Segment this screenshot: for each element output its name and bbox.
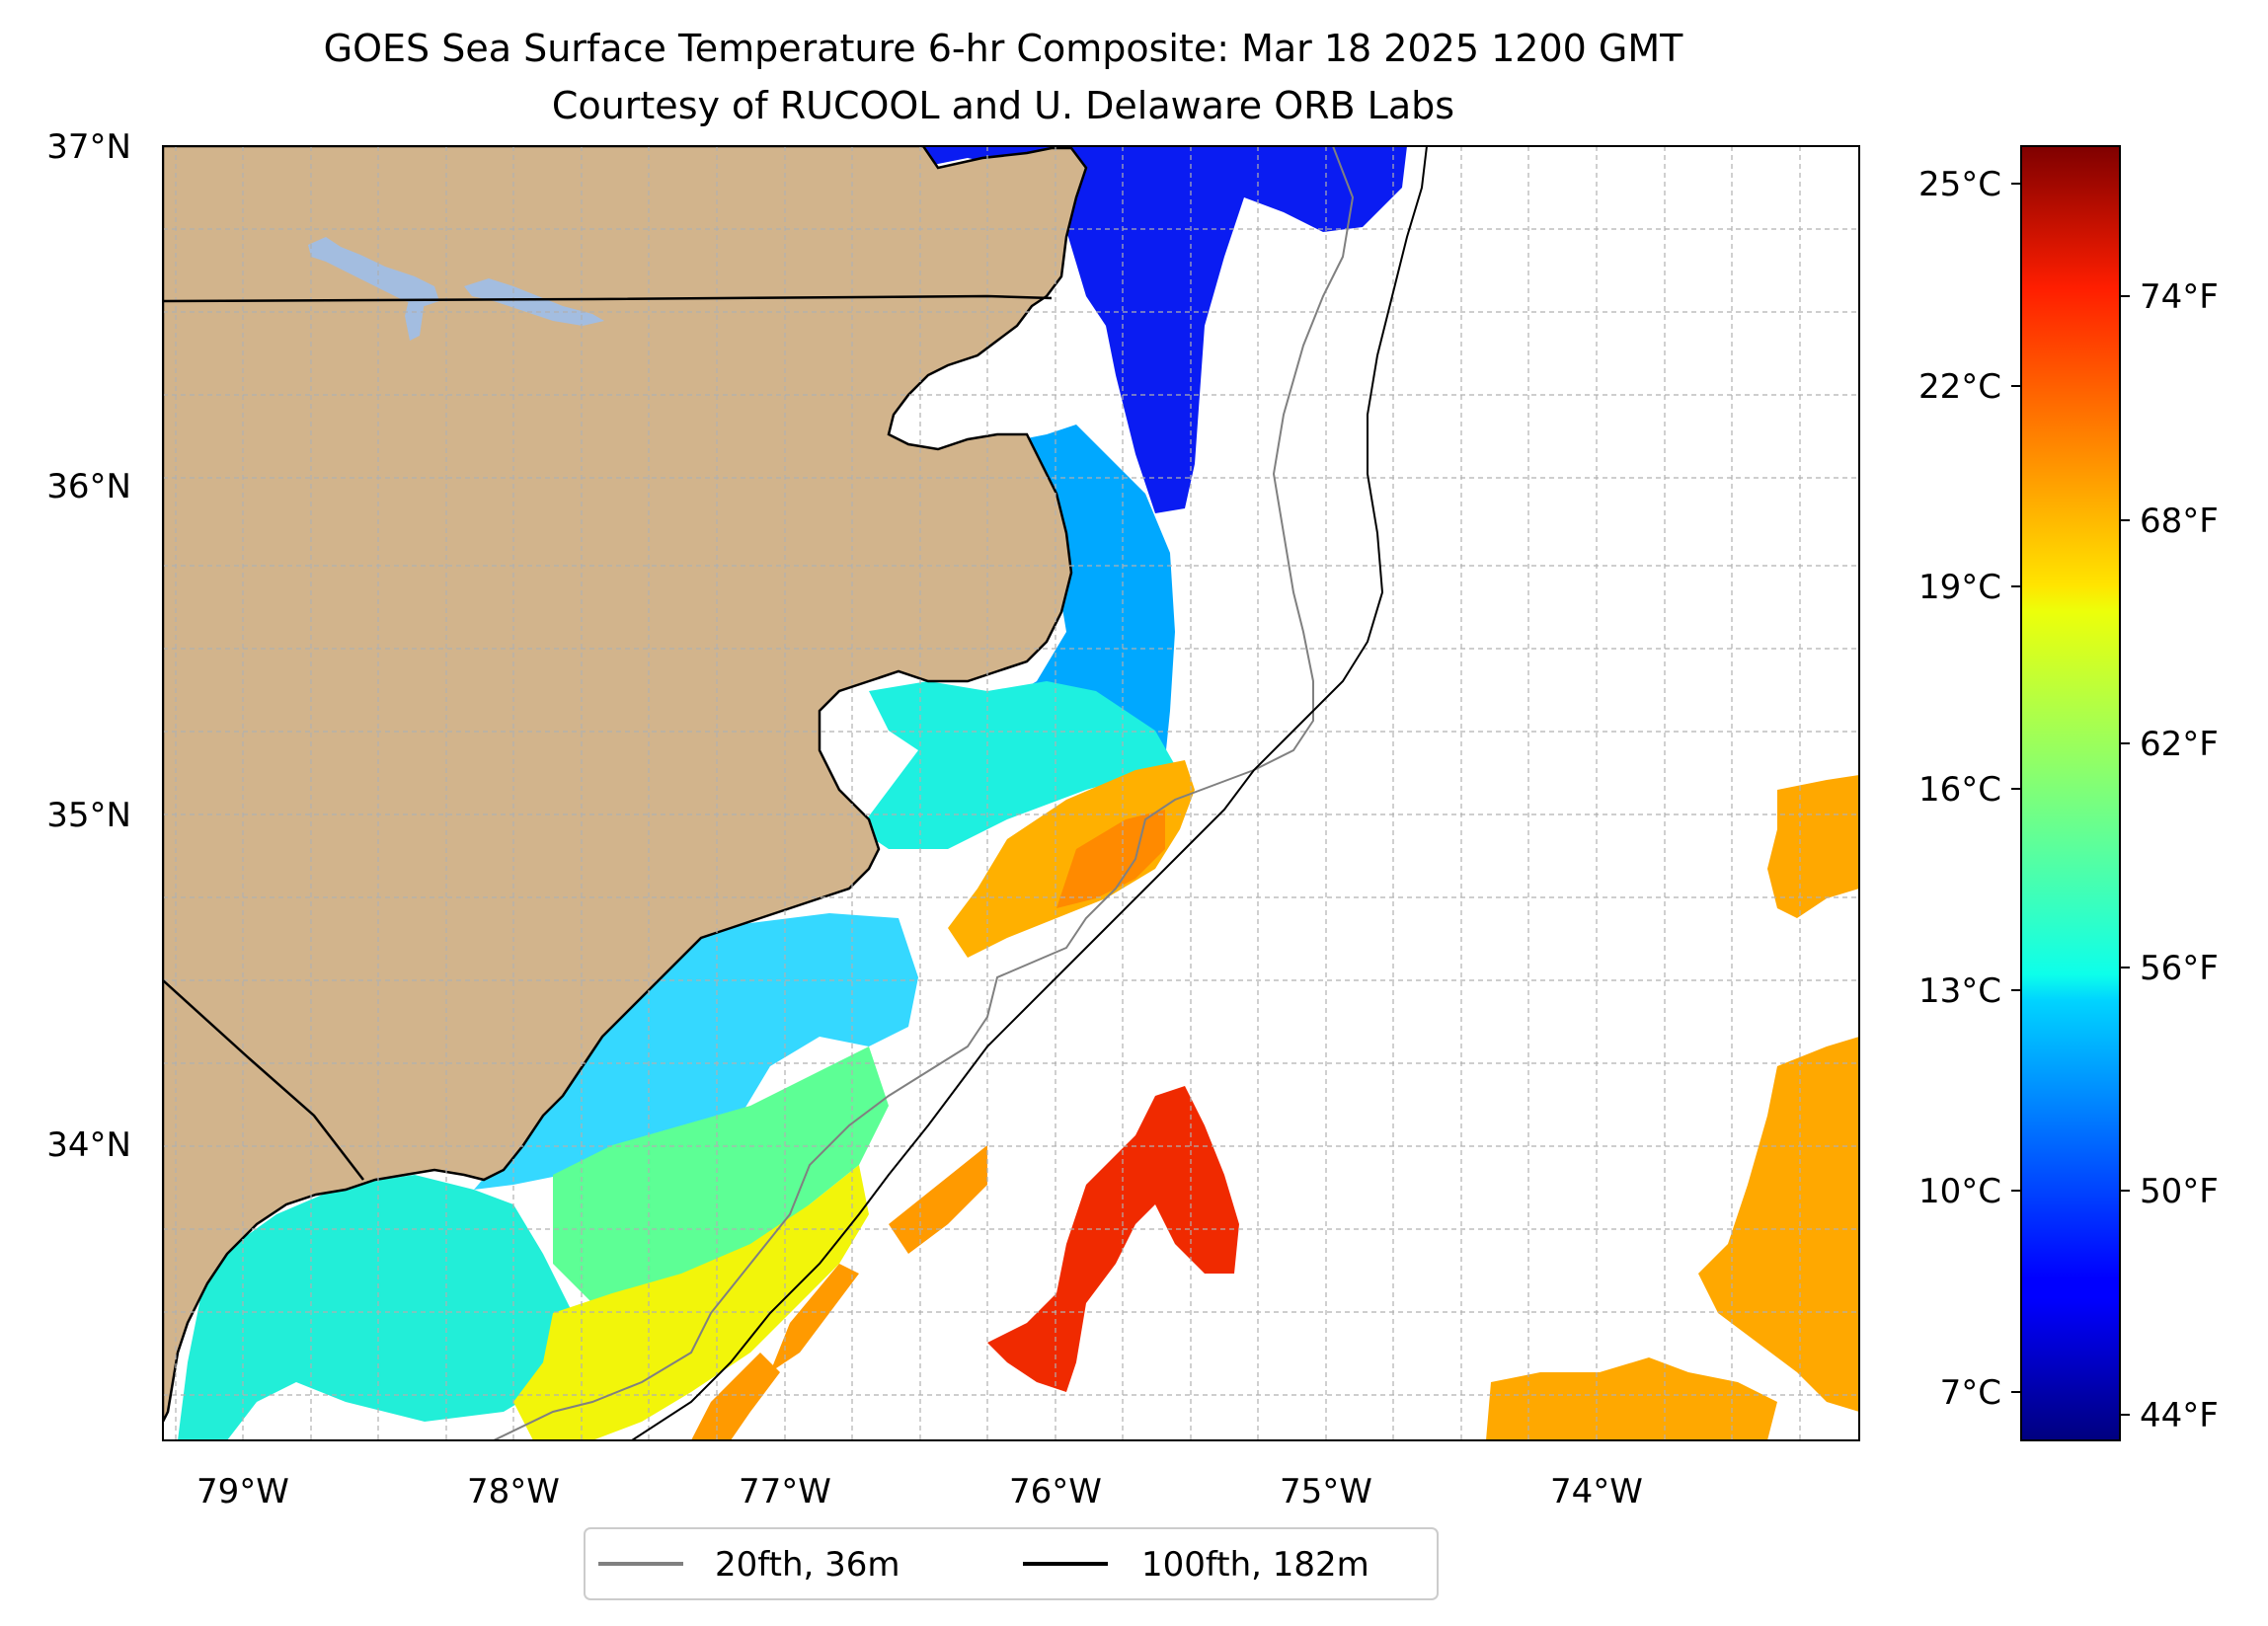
lon-label-74: 74°W: [1550, 1472, 1643, 1511]
fahrenheit-label-50: 50°F: [2140, 1172, 2219, 1211]
legend-label-20fth: 20fth, 36m: [715, 1545, 900, 1585]
legend-label-100fth: 100fth, 182m: [1141, 1545, 1369, 1585]
sst-field: [178, 146, 1859, 1440]
sst-blue-north: [908, 146, 1407, 513]
lat-label-34: 34°N: [46, 1125, 131, 1165]
celsius-label-25: 25°C: [1918, 165, 2001, 204]
lat-label-35: 35°N: [46, 796, 131, 835]
land: [163, 146, 1088, 1423]
celsius-label-19: 19°C: [1918, 568, 2001, 607]
celsius-label-13: 13°C: [1918, 971, 2001, 1011]
lon-label-77: 77°W: [739, 1472, 831, 1511]
colorbar-celsius-ticks: [2011, 183, 2021, 1393]
kerr-lake: [308, 237, 439, 306]
sst-cape-lookout-orange: [1056, 810, 1165, 908]
sst-shelf-edge-orange: [691, 1145, 987, 1440]
map-title: GOES Sea Surface Temperature 6-hr Compos…: [324, 27, 1683, 70]
gaston-lake: [464, 278, 604, 326]
colorbar: 25°C 22°C 19°C 16°C 13°C 10°C 7°C 74°F 6…: [1918, 145, 2219, 1441]
fahrenheit-label-44: 44°F: [2140, 1396, 2219, 1435]
fahrenheit-label-74: 74°F: [2140, 277, 2219, 317]
state-border-va-nc: [163, 294, 1053, 303]
sst-east-patches: [1486, 775, 1859, 1440]
isobath-20fth: [493, 146, 1355, 1440]
celsius-label-7: 7°C: [1940, 1373, 2001, 1413]
gridlines: [163, 146, 1859, 1440]
celsius-label-10: 10°C: [1918, 1172, 2001, 1211]
colorbar-gradient: [2020, 145, 2121, 1441]
lat-label-37: 37°N: [46, 127, 131, 167]
isobath-legend: 20fth, 36m 100fth, 182m: [584, 1527, 1439, 1600]
lon-label-76: 76°W: [1009, 1472, 1102, 1511]
lon-labels: 79°W 78°W 77°W 76°W 75°W 74°W: [196, 1472, 1643, 1511]
sst-pamlico-cyan: [859, 681, 1175, 849]
sst-outer-banks-warm: [948, 760, 1195, 958]
map-subtitle: Courtesy of RUCOOL and U. Delaware ORB L…: [552, 84, 1454, 127]
sst-yellow-shelf: [513, 1165, 869, 1440]
celsius-label-22: 22°C: [1918, 367, 2001, 407]
sst-long-bay: [178, 1175, 573, 1440]
fahrenheit-label-56: 56°F: [2140, 949, 2219, 988]
lat-label-36: 36°N: [46, 467, 131, 506]
state-border-nc-sc: [163, 979, 364, 1181]
colorbar-fahrenheit-ticks: [2120, 295, 2130, 1416]
legend-box: [584, 1527, 1439, 1600]
lon-label-75: 75°W: [1280, 1472, 1372, 1511]
lake-arm: [405, 296, 425, 341]
lat-labels: 37°N 36°N 35°N 34°N: [46, 127, 131, 1165]
celsius-label-16: 16°C: [1918, 770, 2001, 810]
sst-onslow-bay: [474, 913, 918, 1190]
lon-label-79: 79°W: [196, 1472, 289, 1511]
fahrenheit-label-62: 62°F: [2140, 725, 2219, 764]
map-frame: [162, 145, 1860, 1441]
lon-label-78: 78°W: [467, 1472, 560, 1511]
sst-offshore-green: [553, 1046, 889, 1303]
map-panel: [163, 146, 1859, 1440]
sst-gulf-stream-red: [987, 1086, 1239, 1392]
colorbar-celsius-labels: 25°C 22°C 19°C 16°C 13°C 10°C 7°C: [1918, 165, 2001, 1413]
colorbar-fahrenheit-labels: 74°F 68°F 62°F 56°F 50°F 44°F: [2140, 277, 2219, 1435]
isobath-100fth: [631, 146, 1428, 1440]
fahrenheit-label-68: 68°F: [2140, 502, 2219, 541]
